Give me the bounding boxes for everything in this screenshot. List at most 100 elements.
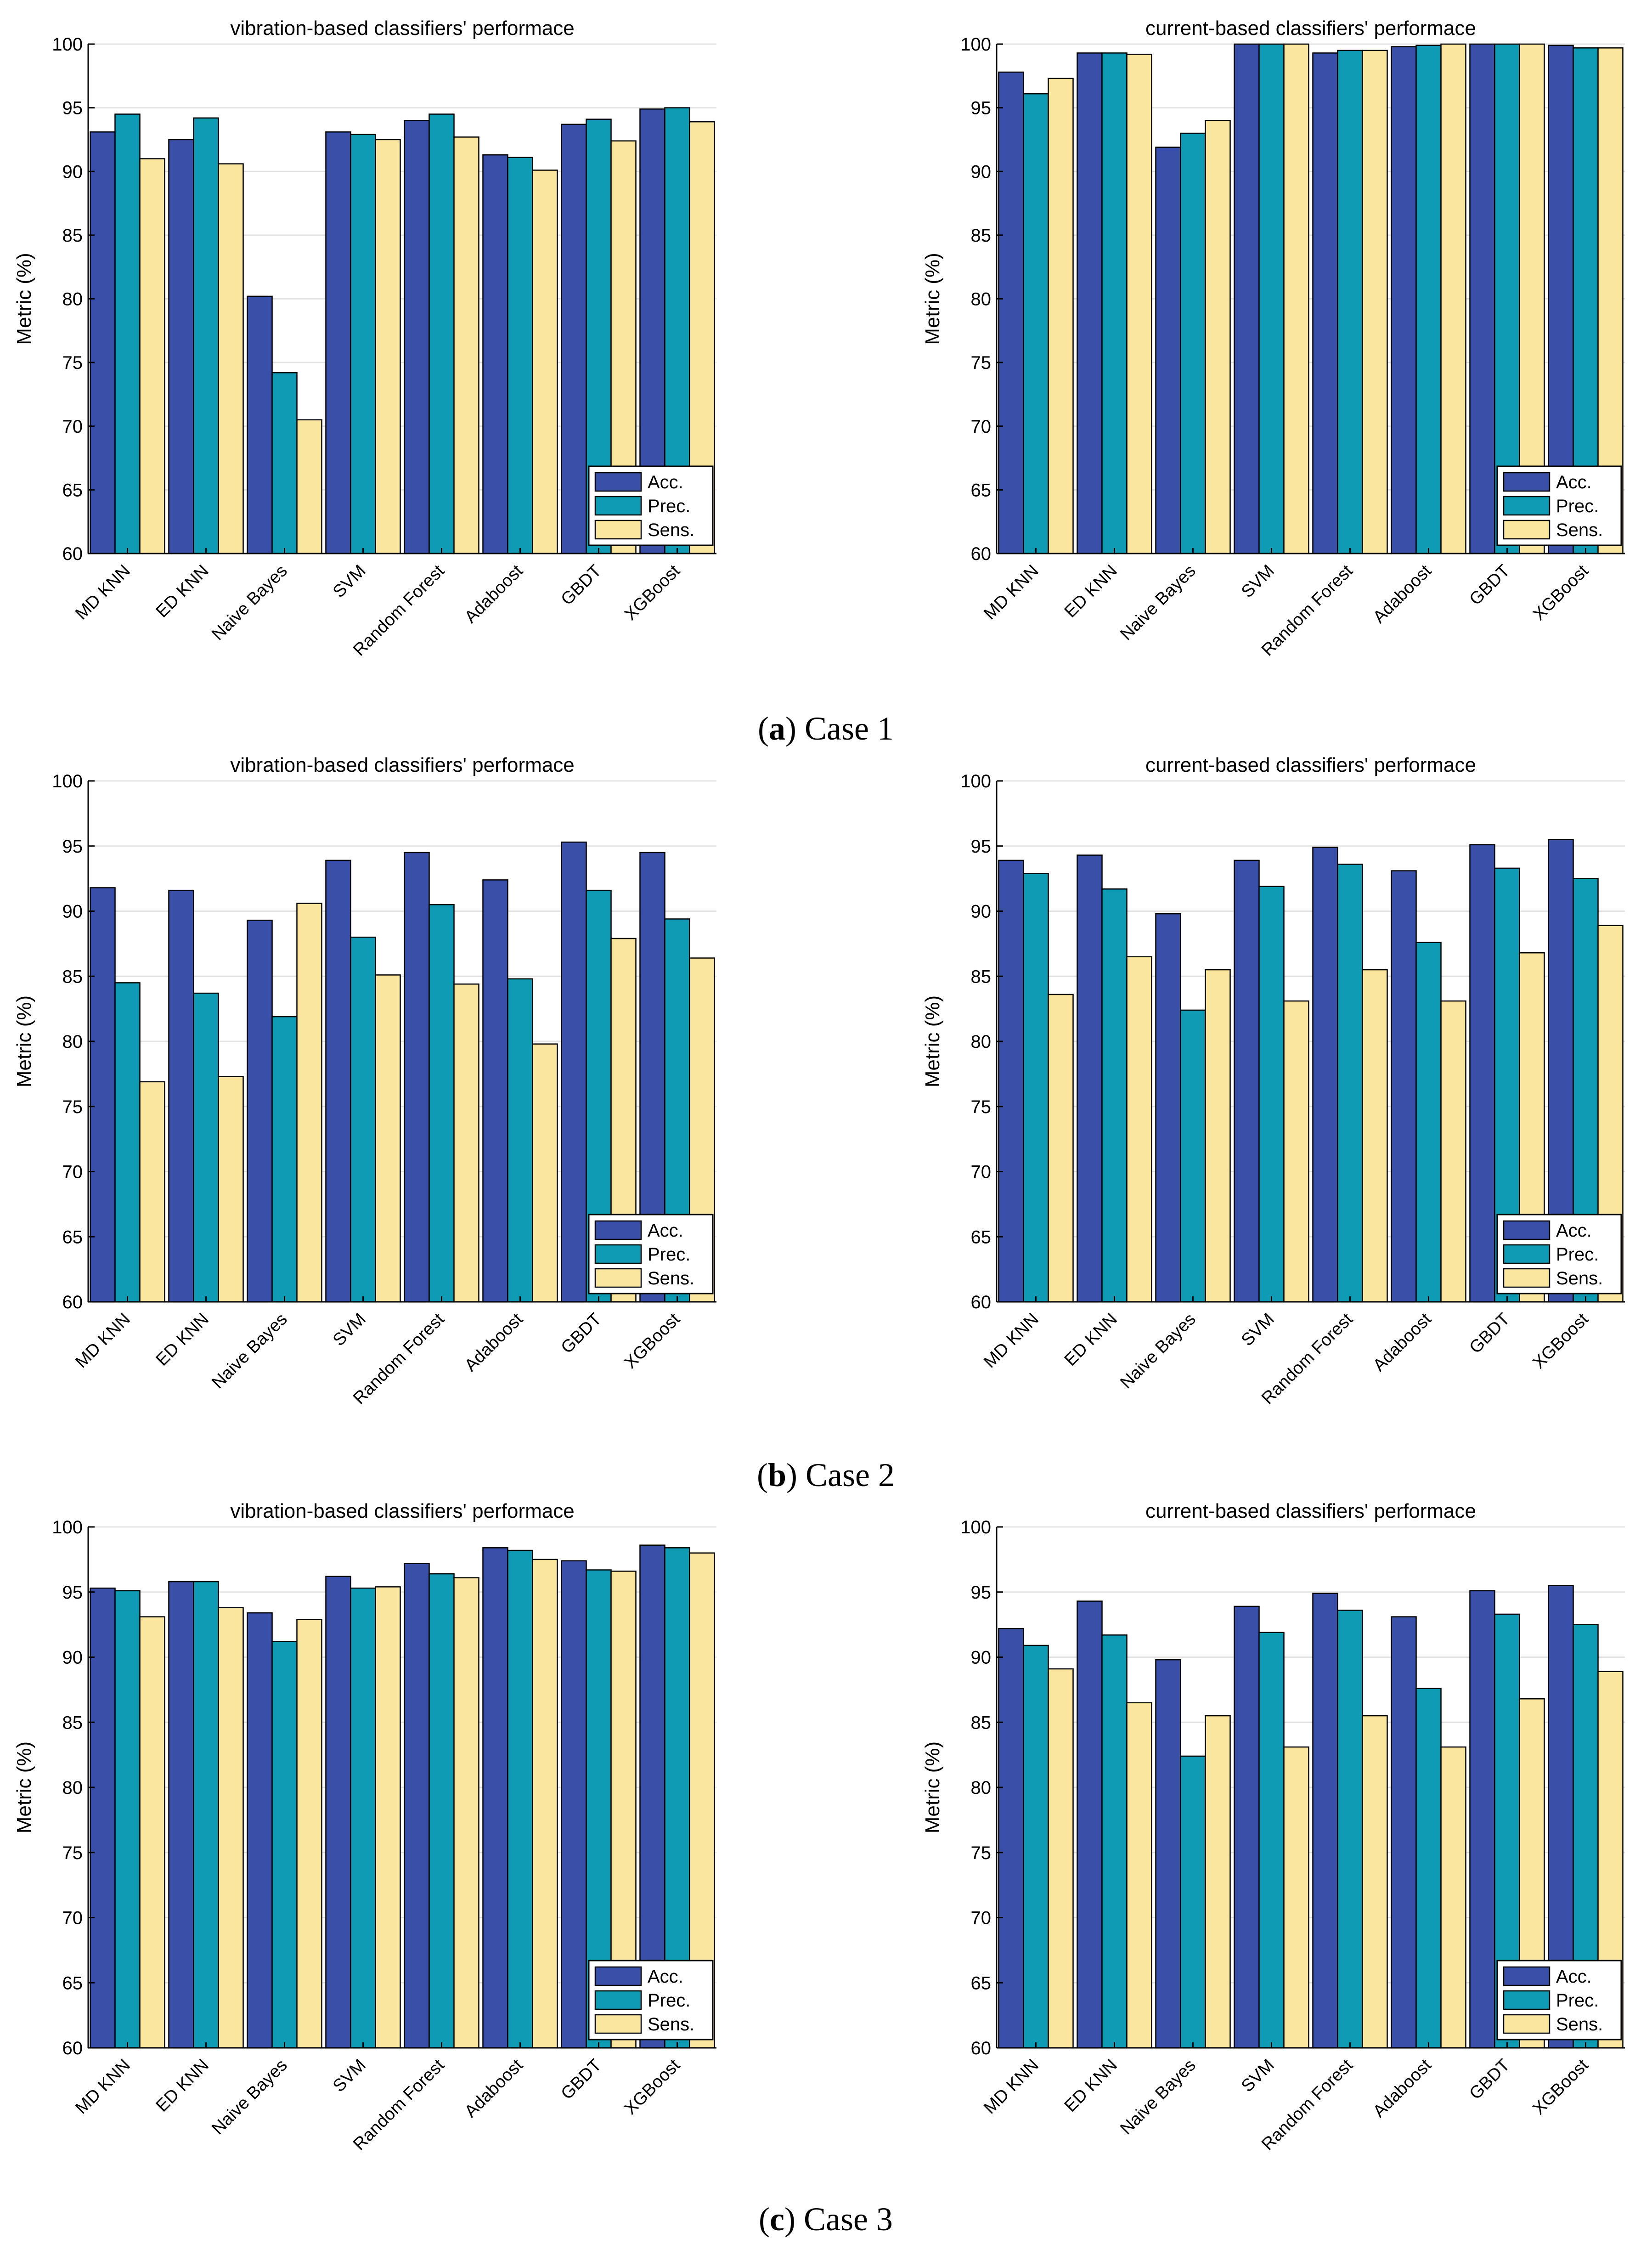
bar-sens	[218, 1607, 244, 2049]
legend: Acc. Prec. Sens.	[588, 1960, 714, 2041]
bar-acc	[1155, 1659, 1181, 2049]
y-axis-label: Metric (%)	[921, 1741, 944, 1833]
x-tick-label: ED KNN	[152, 561, 213, 622]
x-tick-label: Naive Bayes	[1116, 1310, 1200, 1393]
x-tick-label: ED KNN	[1061, 1310, 1121, 1370]
bar-prec	[193, 117, 219, 554]
legend-label: Sens.	[648, 2014, 694, 2035]
bar-sens	[532, 1559, 558, 2049]
y-tick-label: 100	[960, 771, 991, 791]
legend-swatch	[594, 2014, 642, 2034]
legend-swatch	[594, 1966, 642, 1986]
bar-sens	[296, 1619, 322, 2049]
x-tick-label: Adaboost	[461, 561, 527, 627]
bar-prec	[1337, 1610, 1363, 2049]
bar-sens	[1126, 956, 1152, 1303]
caption-case-2: (b) Case 2	[757, 1457, 895, 1493]
y-tick-label: 90	[971, 1648, 992, 1668]
bar-prec	[1415, 942, 1442, 1303]
bar-prec	[271, 1016, 298, 1303]
legend-swatch	[594, 1220, 642, 1240]
legend-swatch	[1503, 496, 1551, 516]
x-tick-label: Naive Bayes	[208, 561, 291, 644]
bar-acc	[998, 1628, 1024, 2049]
bar-sens	[1283, 1746, 1309, 2049]
bar-sens	[1126, 1702, 1152, 2049]
bar-acc	[90, 1587, 116, 2049]
y-tick-label: 80	[62, 1032, 83, 1052]
bar-prec	[429, 113, 455, 554]
y-tick-label: 100	[52, 771, 83, 791]
bar-prec	[507, 1549, 533, 2049]
x-tick-label: Naive Bayes	[1116, 2056, 1200, 2139]
y-tick-label: 80	[62, 289, 83, 310]
y-tick-label: 75	[62, 1843, 83, 1863]
bar-acc	[325, 131, 351, 554]
bar-acc	[998, 71, 1024, 554]
legend: Acc. Prec. Sens.	[588, 1214, 714, 1294]
x-tick-label: ED KNN	[152, 1310, 213, 1370]
bar-sens	[453, 984, 479, 1303]
bar-acc	[168, 1581, 194, 2049]
x-tick-label: GBDT	[1466, 561, 1514, 609]
bar-prec	[429, 1573, 455, 2049]
legend: Acc. Prec. Sens.	[588, 465, 714, 546]
legend-label: Sens.	[1556, 2014, 1603, 2035]
legend: Acc. Prec. Sens.	[1496, 1214, 1622, 1294]
x-tick-label: XGBoost	[1529, 1309, 1593, 1373]
caption-text: ) Case 1	[785, 710, 894, 747]
y-tick-label: 85	[971, 1713, 992, 1733]
y-tick-label: 100	[960, 34, 991, 55]
y-tick-label: 60	[971, 2038, 992, 2058]
legend-swatch	[1503, 1220, 1551, 1240]
y-tick-label: 60	[62, 544, 83, 564]
bar-sens	[218, 1076, 244, 1303]
bar-sens	[375, 139, 401, 554]
x-tick-label: Adaboost	[1370, 1309, 1436, 1375]
caption-paren: (	[757, 1457, 768, 1493]
bar-acc	[168, 889, 194, 1303]
x-tick-label: Naive Bayes	[208, 2056, 291, 2139]
y-tick-label: 95	[971, 98, 992, 119]
y-tick-label: 80	[971, 1032, 992, 1052]
y-axis-label: Metric (%)	[13, 253, 35, 345]
bar-prec	[271, 372, 298, 554]
y-tick-label: 60	[971, 544, 992, 564]
bar-acc	[325, 1576, 351, 2049]
bar-prec	[350, 936, 376, 1303]
y-tick-label: 100	[52, 1517, 83, 1537]
bar-acc	[1469, 1590, 1495, 2049]
bar-prec	[350, 1587, 376, 2049]
bar-acc	[1077, 1600, 1103, 2049]
x-tick-label: MD KNN	[72, 1310, 134, 1372]
caption-case-1: (a) Case 1	[758, 710, 894, 747]
x-tick-label: Adaboost	[461, 1309, 527, 1375]
x-tick-label: SVM	[1238, 561, 1278, 602]
bar-sens	[532, 1043, 558, 1303]
legend: Acc. Prec. Sens.	[1496, 465, 1622, 546]
y-tick-label: 70	[62, 1908, 83, 1928]
bar-acc	[325, 859, 351, 1303]
legend-label: Prec.	[648, 1990, 690, 2011]
bar-acc	[404, 120, 430, 554]
bar-prec	[429, 904, 455, 1303]
x-tick-label: MD KNN	[72, 561, 134, 624]
legend-swatch	[1503, 520, 1551, 540]
y-axis-label: Metric (%)	[921, 995, 944, 1087]
bar-prec	[1258, 1632, 1285, 2049]
y-tick-label: 65	[62, 1973, 83, 1993]
legend-swatch	[594, 520, 642, 540]
bar-prec	[1180, 1009, 1206, 1303]
legend-label: Prec.	[1556, 1990, 1599, 2011]
bar-acc	[1312, 52, 1338, 554]
bar-prec	[507, 157, 533, 554]
bar-sens	[1126, 53, 1152, 554]
legend-swatch	[1503, 2014, 1551, 2034]
bar-sens	[296, 903, 322, 1303]
bar-sens	[1048, 1668, 1074, 2049]
x-tick-label: SVM	[1238, 2056, 1278, 2096]
y-tick-label: 85	[62, 967, 83, 987]
bar-acc	[1469, 43, 1495, 554]
